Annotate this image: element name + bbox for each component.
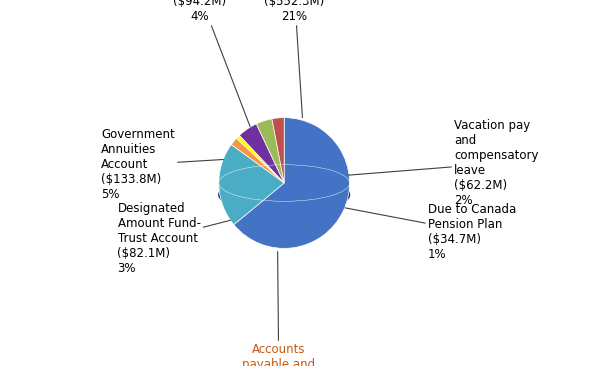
Wedge shape (234, 117, 350, 249)
Wedge shape (231, 138, 284, 183)
Text: Due to
Consolidated
Revenue Fund
($552.3M)
21%: Due to Consolidated Revenue Fund ($552.3… (252, 0, 336, 117)
Text: Vacation pay
and
compensatory
leave
($62.2M)
2%: Vacation pay and compensatory leave ($62… (348, 119, 538, 208)
Text: Accounts
payable and
accrued
liabilities
($1,705.5M)
64%: Accounts payable and accrued liabilities… (242, 252, 316, 366)
Text: Government
Annuities
Account
($133.8M)
5%: Government Annuities Account ($133.8M) 5… (101, 128, 224, 201)
Text: Employee future
benefits
($94.2M)
4%: Employee future benefits ($94.2M) 4% (150, 0, 250, 127)
Polygon shape (219, 172, 234, 206)
Text: Due to Canada
Pension Plan
($34.7M)
1%: Due to Canada Pension Plan ($34.7M) 1% (345, 203, 516, 261)
Wedge shape (237, 135, 284, 183)
Wedge shape (219, 145, 284, 225)
Ellipse shape (219, 176, 350, 213)
Wedge shape (257, 119, 284, 183)
Polygon shape (234, 165, 349, 213)
Wedge shape (239, 124, 284, 183)
Text: Designated
Amount Fund-
Trust Account
($82.1M)
3%: Designated Amount Fund- Trust Account ($… (118, 202, 231, 275)
Wedge shape (272, 117, 284, 183)
